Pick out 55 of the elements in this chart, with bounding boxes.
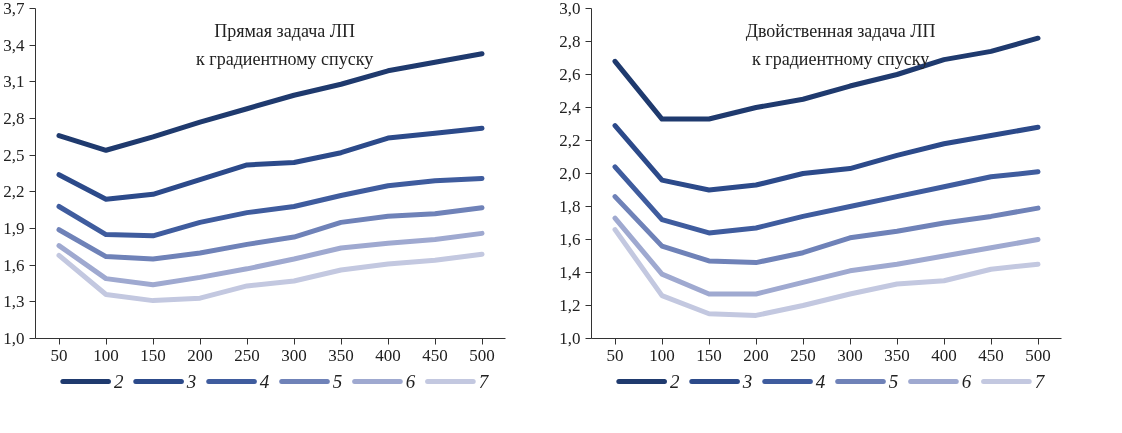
- y-tick-label: 2,5: [3, 145, 25, 165]
- y-tick-label: 2,0: [559, 164, 581, 183]
- x-tick-label: 400: [931, 345, 957, 365]
- y-tick-label: 1,0: [559, 329, 581, 348]
- y-tick-label: 1,6: [3, 255, 25, 275]
- x-tick-label: 100: [93, 345, 119, 365]
- legend-label: 3: [741, 371, 753, 392]
- y-tick-label: 2,8: [3, 109, 25, 128]
- legend-label: 6: [405, 371, 416, 392]
- x-tick-label: 300: [837, 345, 863, 365]
- legend-label: 6: [961, 371, 972, 392]
- x-tick-label: 350: [328, 345, 354, 365]
- y-tick-label: 1,9: [3, 219, 25, 238]
- legend-label: 3: [185, 371, 197, 392]
- x-tick-label: 150: [696, 345, 722, 365]
- text: Прямая задача ЛП к градиентному спуску: [196, 20, 374, 69]
- y-tick-label: 2,6: [559, 65, 581, 84]
- x-tick-label: 50: [50, 345, 68, 365]
- y-tick-label: 1,2: [559, 296, 581, 315]
- x-tick-label: 400: [375, 345, 401, 365]
- legend-label: 4: [815, 371, 826, 392]
- y-tick-label: 1,4: [559, 263, 581, 282]
- x-tick-label: 250: [790, 345, 816, 365]
- x-tick-label: 200: [743, 345, 769, 365]
- y-tick-label: 1,3: [3, 292, 25, 312]
- y-tick-label: 3,0: [559, 0, 581, 18]
- y-tick-label: 2,8: [559, 32, 581, 51]
- x-tick-label: 500: [1025, 345, 1051, 365]
- legend-label: 7: [478, 371, 490, 392]
- legend-label: 2: [113, 371, 124, 392]
- x-tick-label: 500: [469, 345, 495, 365]
- x-tick-label: 250: [234, 345, 260, 365]
- y-tick-label: 2,2: [559, 131, 581, 150]
- x-tick-label: 50: [606, 345, 624, 365]
- x-tick-label: 450: [422, 345, 448, 365]
- y-tick-label: 3,1: [3, 72, 25, 92]
- y-tick-label: 1,8: [559, 197, 581, 216]
- x-tick-label: 350: [884, 345, 910, 365]
- x-tick-label: 300: [281, 345, 307, 365]
- y-tick-label: 2,2: [3, 182, 25, 202]
- y-tick-label: 1,0: [3, 329, 25, 348]
- legend-label: 7: [1034, 371, 1046, 392]
- y-tick-label: 2,4: [559, 98, 581, 117]
- y-tick-label: 3,4: [3, 35, 25, 55]
- x-tick-label: 150: [140, 345, 166, 365]
- legend-label: 5: [332, 371, 343, 392]
- legend-label: 2: [669, 371, 680, 392]
- y-tick-label: 1,6: [559, 230, 581, 249]
- legend-label: 4: [259, 371, 270, 392]
- y-tick-label: 3,7: [3, 0, 25, 18]
- x-tick-label: 200: [187, 345, 213, 365]
- text: Двойственная задача ЛП к градиентному спуску: [745, 20, 936, 69]
- legend-label: 5: [888, 371, 899, 392]
- x-tick-label: 450: [978, 345, 1004, 365]
- x-tick-label: 100: [649, 345, 675, 365]
